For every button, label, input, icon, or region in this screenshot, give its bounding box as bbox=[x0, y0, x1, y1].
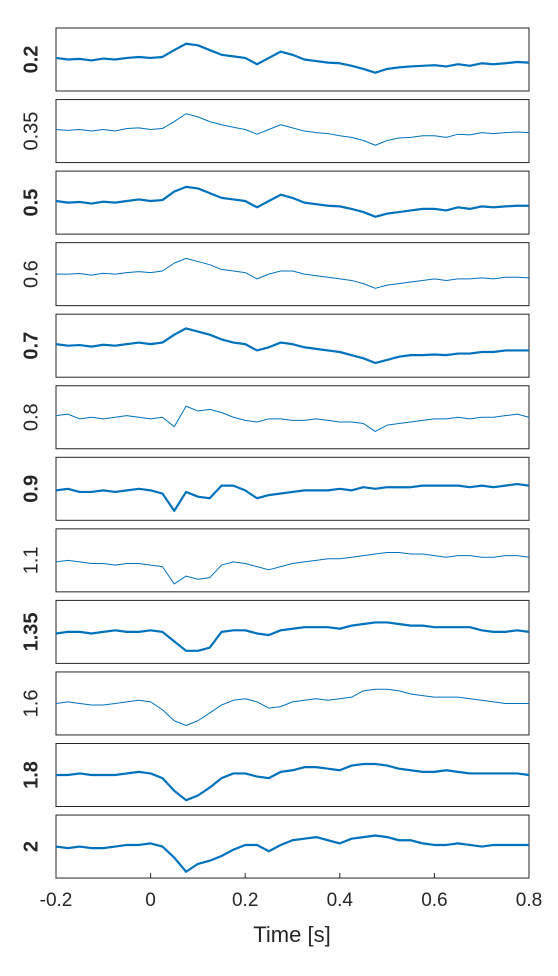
x-tick-label: 0 bbox=[145, 890, 156, 911]
panel-frame bbox=[55, 743, 530, 807]
trace-line bbox=[55, 688, 529, 726]
panel-label: 1.35 bbox=[20, 612, 42, 651]
panel-frame bbox=[55, 456, 530, 521]
trace-line bbox=[55, 113, 530, 146]
trace-line bbox=[55, 405, 530, 432]
trace-line bbox=[56, 257, 530, 289]
x-axis-label: Time [s] bbox=[253, 922, 330, 947]
x-tick-label: 0.6 bbox=[421, 890, 447, 911]
trace-line bbox=[56, 762, 530, 802]
trace-line bbox=[55, 834, 529, 873]
trace-line bbox=[55, 327, 529, 365]
panel-frame bbox=[55, 814, 530, 879]
panel-frame bbox=[55, 170, 530, 235]
panel-frame bbox=[55, 27, 530, 92]
x-tick-label: 0.4 bbox=[327, 890, 354, 911]
panel-label: 0.35 bbox=[20, 112, 42, 151]
panel-frame bbox=[55, 242, 530, 307]
panel-label: 0.8 bbox=[20, 403, 42, 431]
panel-frame bbox=[55, 99, 530, 164]
panel-label: 0.2 bbox=[20, 46, 42, 74]
panel-label: 0.5 bbox=[20, 189, 42, 217]
trace-line bbox=[55, 621, 530, 652]
trace-line bbox=[55, 185, 529, 218]
x-tick-label: 0.2 bbox=[232, 890, 258, 911]
panel-frame bbox=[55, 385, 530, 450]
panel-frame bbox=[55, 313, 530, 378]
panel-label: 2 bbox=[20, 841, 42, 852]
panel-label: 1.6 bbox=[20, 690, 42, 718]
trace-line bbox=[55, 482, 530, 512]
panel-frame bbox=[55, 528, 530, 593]
x-tick-label: 0.8 bbox=[516, 890, 542, 911]
panel-frame bbox=[55, 671, 530, 736]
panel-label: 0.9 bbox=[20, 475, 42, 503]
panel-label: 0.7 bbox=[20, 332, 42, 360]
panel-label: 1.1 bbox=[20, 546, 42, 574]
trace-line bbox=[55, 42, 530, 74]
trace-line bbox=[55, 551, 530, 585]
panel-label: 1.8 bbox=[20, 761, 42, 789]
x-tick-label: -0.2 bbox=[40, 890, 73, 911]
panel-label: 0.6 bbox=[20, 260, 42, 288]
